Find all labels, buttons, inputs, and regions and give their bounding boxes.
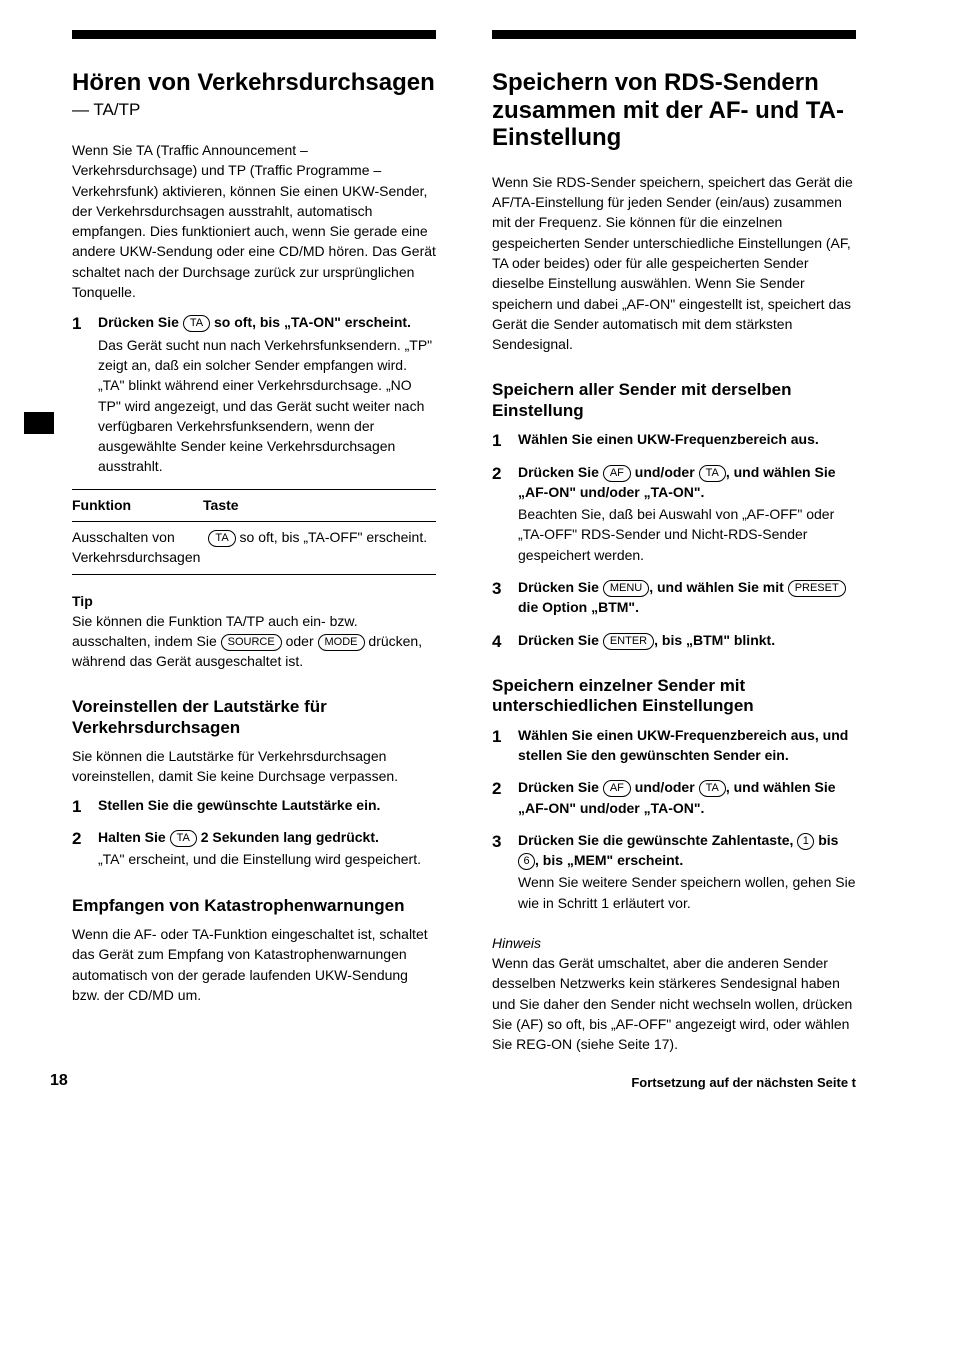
text: Stellen Sie die gewünschte Lautstärke ei…	[98, 797, 380, 813]
left-steps: Drücken Sie TA so oft, bis „TA-ON" ersch…	[72, 312, 436, 476]
td-1: Ausschalten von Verkehrsdurchsagen	[72, 528, 208, 567]
text: 2 Sekunden lang gedrückt.	[197, 829, 379, 845]
text: Drücken Sie	[518, 779, 603, 795]
text: , und wählen Sie mit	[649, 579, 787, 595]
right-note: Hinweis Wenn das Gerät umschaltet, aber …	[492, 935, 856, 1054]
text: und/oder	[631, 464, 699, 480]
left-title: Hören von Verkehrsdurchsagen	[72, 69, 436, 97]
text: Drücken Sie	[518, 464, 603, 480]
text: und/oder	[631, 779, 699, 795]
af-button: AF	[603, 780, 631, 797]
left-sec2-intro: Sie können die Lautstärke für Verkehrsdu…	[72, 746, 436, 787]
af-button: AF	[603, 465, 631, 482]
right-a-step3: Drücken Sie MENU, und wählen Sie mit PRE…	[492, 577, 856, 618]
right-a-steps: Wählen Sie einen UKW-Frequenzbereich aus…	[492, 429, 856, 650]
left-sec3-text: Wenn die AF- oder TA-Funktion eingeschal…	[72, 924, 436, 1005]
right-column: Speichern von RDS-Sendern zusammen mit d…	[492, 30, 856, 1090]
table-row: Ausschalten von Verkehrsdurchsagen TA so…	[72, 522, 436, 574]
action-table: Funktion Taste Ausschalten von Verkehrsd…	[72, 489, 436, 575]
left-column: Hören von Verkehrsdurchsagen — TA/TP Wen…	[72, 30, 436, 1090]
left-step-1: Drücken Sie TA so oft, bis „TA-ON" ersch…	[72, 312, 436, 476]
tip-text: Sie können die Funktion TA/TP auch ein- …	[72, 611, 436, 672]
text: „TA" erscheint, und die Einstellung wird…	[98, 849, 436, 869]
right-a-step2: Drücken Sie AF und/oder TA, und wählen S…	[492, 462, 856, 565]
ta-button: TA	[208, 530, 235, 547]
preset-button: PRESET	[788, 580, 846, 597]
page-number: 18	[50, 1072, 68, 1090]
text: Drücken Sie	[98, 314, 183, 330]
ta-button: TA	[699, 780, 726, 797]
enter-button: ENTER	[603, 633, 654, 650]
left-sec2-step2: Halten Sie TA 2 Sekunden lang gedrückt. …	[72, 827, 436, 870]
column-rule	[492, 30, 856, 39]
text: Wenn Sie weitere Sender speichern wollen…	[518, 872, 856, 913]
note-text: Wenn das Gerät umschaltet, aber die ande…	[492, 953, 856, 1054]
text: die Option „BTM".	[518, 599, 639, 615]
table-header: Funktion Taste	[72, 489, 436, 523]
num-1-button: 1	[797, 833, 814, 850]
right-section-a: Speichern aller Sender mit derselben Ein…	[492, 380, 856, 421]
text: , bis „MEM" erscheint.	[535, 852, 683, 868]
td-2: TA so oft, bis „TA-OFF" erscheint.	[208, 528, 436, 567]
num-6-button: 6	[518, 853, 535, 870]
left-subtitle: — TA/TP	[72, 100, 436, 120]
ta-button: TA	[170, 830, 197, 847]
right-a-step4: Drücken Sie ENTER, bis „BTM" blinkt.	[492, 630, 856, 650]
text: oder	[282, 633, 318, 649]
ta-button: TA	[183, 315, 210, 332]
text: Drücken Sie	[518, 579, 603, 595]
tip-label: Tip	[72, 593, 436, 609]
text: Drücken Sie	[518, 632, 603, 648]
right-b-steps: Wählen Sie einen UKW-Frequenzbereich aus…	[492, 725, 856, 913]
ta-button: TA	[699, 465, 726, 482]
text: so oft, bis „TA-OFF" erscheint.	[236, 529, 427, 545]
left-sec2-steps: Stellen Sie die gewünschte Lautstärke ei…	[72, 795, 436, 870]
page: Hören von Verkehrsdurchsagen — TA/TP Wen…	[0, 30, 954, 1090]
right-a-step1: Wählen Sie einen UKW-Frequenzbereich aus…	[492, 429, 856, 449]
text: Wählen Sie einen UKW-Frequenzbereich aus…	[518, 727, 848, 763]
left-tip: Tip Sie können die Funktion TA/TP auch e…	[72, 593, 436, 672]
side-tab	[24, 412, 54, 434]
text: Drücken Sie die gewünschte Zahlentaste,	[518, 832, 797, 848]
right-section-b: Speichern einzelner Sender mit unterschi…	[492, 676, 856, 717]
source-button: SOURCE	[221, 634, 282, 651]
left-intro: Wenn Sie TA (Traffic Announcement – Verk…	[72, 140, 436, 302]
left-sec2-step1: Stellen Sie die gewünschte Lautstärke ei…	[72, 795, 436, 815]
continued-hint: Fortsetzung auf der nächsten Seite t	[492, 1075, 856, 1090]
left-section-2: Voreinstellen der Lautstärke für Verkehr…	[72, 697, 436, 738]
text: so oft, bis „TA-ON" erscheint.	[210, 314, 411, 330]
th-1: Funktion	[72, 496, 203, 516]
left-step-1-sub: Das Gerät sucht nun nach Verkehrsfunksen…	[98, 335, 436, 477]
text: Halten Sie	[98, 829, 170, 845]
text: bis	[814, 832, 838, 848]
right-b-step3: Drücken Sie die gewünschte Zahlentaste, …	[492, 830, 856, 913]
th-2: Taste	[203, 496, 436, 516]
note-label: Hinweis	[492, 935, 856, 951]
column-rule	[72, 30, 436, 39]
right-b-step2: Drücken Sie AF und/oder TA, und wählen S…	[492, 777, 856, 818]
text: Beachten Sie, daß bei Auswahl von „AF-OF…	[518, 504, 856, 565]
text: , bis „BTM" blinkt.	[654, 632, 775, 648]
menu-button: MENU	[603, 580, 649, 597]
mode-button: MODE	[318, 634, 365, 651]
columns: Hören von Verkehrsdurchsagen — TA/TP Wen…	[0, 30, 954, 1090]
left-section-3: Empfangen von Katastrophenwarnungen	[72, 896, 436, 916]
right-title: Speichern von RDS-Sendern zusammen mit d…	[492, 69, 856, 152]
text: Wählen Sie einen UKW-Frequenzbereich aus…	[518, 431, 819, 447]
right-intro: Wenn Sie RDS-Sender speichern, speichert…	[492, 172, 856, 355]
right-b-step1: Wählen Sie einen UKW-Frequenzbereich aus…	[492, 725, 856, 766]
